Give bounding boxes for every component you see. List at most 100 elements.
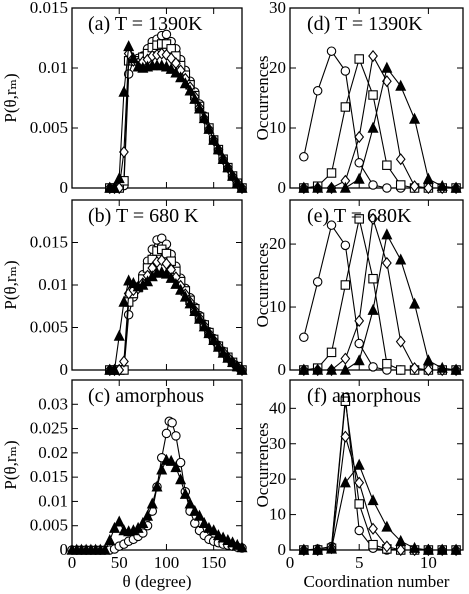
y-axis-label: Occurrences xyxy=(253,243,272,328)
data-point-triangle xyxy=(450,363,462,375)
y-tick-label: 0.005 xyxy=(30,318,68,337)
data-point-triangle xyxy=(118,85,130,97)
data-point-circle xyxy=(312,86,323,96)
data-point-circle xyxy=(123,309,134,320)
data-point-triangle xyxy=(104,533,116,545)
y-axis-label: Occurrences xyxy=(253,56,272,141)
series-line xyxy=(303,436,457,551)
data-point-diamond xyxy=(368,522,378,535)
panel-b: 0 0.005 0.01 0.015 P(θ,rₘ) (b) T = 680 K xyxy=(1,199,248,379)
data-point-triangle xyxy=(160,267,172,279)
data-point-diamond xyxy=(381,540,392,553)
data-point-triangle xyxy=(137,516,149,528)
data-point-triangle xyxy=(422,172,434,184)
data-point-triangle xyxy=(353,172,365,184)
series-triangle xyxy=(104,40,248,193)
data-point-triangle xyxy=(436,179,448,191)
data-point-diamond xyxy=(423,363,434,377)
y-tick-label: 0.015 xyxy=(30,0,68,17)
data-point-triangle xyxy=(113,329,125,341)
data-point-triangle xyxy=(179,290,191,302)
data-point-diamond xyxy=(395,543,406,557)
data-point-square xyxy=(368,273,378,284)
data-point-triangle xyxy=(217,346,229,358)
y-tick-label: 10 xyxy=(269,118,286,137)
data-point-triangle xyxy=(339,476,351,488)
data-point-triangle xyxy=(298,543,310,555)
data-point-triangle xyxy=(436,543,448,555)
y-tick-label: 20 xyxy=(269,469,286,488)
y-tick-label: 0.005 xyxy=(30,118,68,137)
y-tick-label: 0.01 xyxy=(38,58,68,77)
data-point-triangle xyxy=(184,84,196,96)
panel-label: (f) amorphous xyxy=(307,385,421,407)
data-point-square xyxy=(382,160,392,170)
data-point-triangle xyxy=(203,122,215,134)
data-point-triangle xyxy=(179,487,191,499)
data-point-triangle xyxy=(99,543,111,555)
data-point-triangle xyxy=(422,543,434,555)
series-line xyxy=(303,397,457,551)
data-point-diamond xyxy=(354,314,365,327)
y-axis-label: P(θ,rₘ) xyxy=(1,73,20,122)
data-point-circle xyxy=(340,240,351,251)
panel-d: 0 10 20 30 Occurrences (d) T = 1390K xyxy=(253,0,464,197)
y-tick-label: 10 xyxy=(269,297,286,316)
x-tick-label: 0 xyxy=(68,553,77,572)
data-point-triangle xyxy=(222,161,234,173)
data-point-triangle xyxy=(312,363,324,375)
data-point-triangle xyxy=(436,361,448,373)
data-point-triangle xyxy=(127,52,139,64)
y-axis-label: P(θ,rₘ) xyxy=(1,440,20,489)
data-point-diamond xyxy=(340,430,351,443)
y-tick-label: 0 xyxy=(60,360,69,379)
panel-a: 0 0.005 0.01 0.015 P(θ,rₘ) (a) T = 1390K xyxy=(1,0,248,197)
y-tick-label: 10 xyxy=(269,505,286,524)
series-diamond xyxy=(298,212,461,377)
data-point-triangle xyxy=(395,253,407,265)
y-tick-label: 0 xyxy=(278,360,287,379)
y-tick-label: 0.015 xyxy=(30,467,68,486)
data-point-triangle xyxy=(189,92,201,104)
data-point-triangle xyxy=(108,363,121,375)
data-point-triangle xyxy=(193,509,206,521)
data-point-triangle xyxy=(326,363,338,375)
data-point-triangle xyxy=(450,181,462,193)
data-point-triangle xyxy=(113,172,125,184)
series-triangle xyxy=(298,458,462,555)
data-point-square xyxy=(368,539,378,550)
data-point-triangle xyxy=(198,320,210,332)
panel-c: 0 50 100 15000.0050.010.0150.020.0250.03P(θ… xyxy=(1,379,248,591)
data-point-triangle xyxy=(298,363,310,375)
data-point-circle xyxy=(161,29,172,40)
data-point-circle xyxy=(190,518,200,529)
y-axis-label: P(θ,rₘ) xyxy=(1,260,20,309)
data-point-circle xyxy=(299,332,309,343)
data-point-triangle xyxy=(381,228,393,240)
data-point-triangle xyxy=(367,494,379,506)
series-line xyxy=(303,401,457,551)
data-point-circle xyxy=(354,158,364,168)
data-point-triangle xyxy=(231,176,243,188)
x-tick-label: 0 xyxy=(286,553,295,572)
panel-label: (a) T = 1390K xyxy=(88,13,203,35)
plot-frame xyxy=(71,379,243,551)
data-point-triangle xyxy=(165,454,177,466)
data-point-triangle xyxy=(381,61,393,73)
data-point-triangle xyxy=(312,543,324,555)
data-point-square xyxy=(326,347,337,358)
data-point-triangle xyxy=(339,363,351,375)
y-tick-label: 0.005 xyxy=(30,516,68,535)
x-axis-label: θ (degree) xyxy=(122,572,191,591)
data-point-triangle xyxy=(193,312,206,324)
data-point-triangle xyxy=(208,524,220,536)
data-point-square xyxy=(354,214,364,224)
data-point-triangle xyxy=(184,497,196,509)
panel-label: (d) T = 1390K xyxy=(307,13,423,35)
data-point-triangle xyxy=(326,542,338,554)
data-point-triangle xyxy=(409,112,421,124)
x-tick-label: 150 xyxy=(201,553,227,572)
data-point-circle xyxy=(312,277,323,287)
